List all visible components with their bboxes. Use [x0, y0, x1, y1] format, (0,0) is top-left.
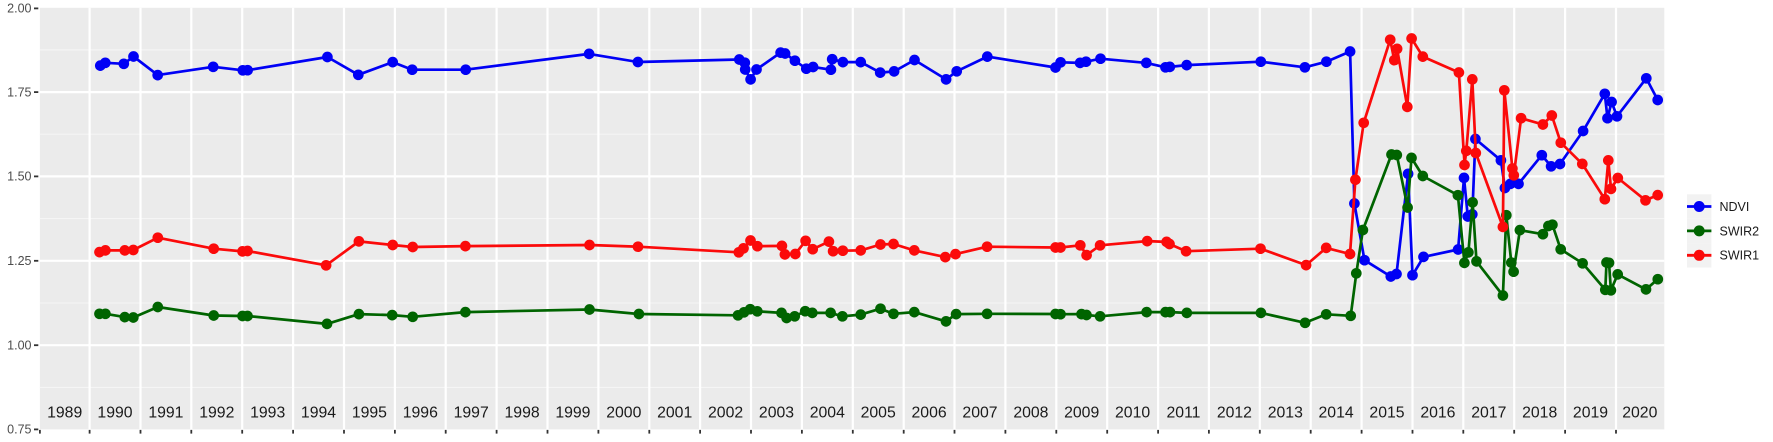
svg-text:2002: 2002	[708, 405, 743, 422]
svg-text:2.00: 2.00	[7, 2, 31, 16]
svg-text:2015: 2015	[1369, 405, 1404, 422]
svg-text:2013: 2013	[1268, 405, 1303, 422]
svg-text:NDVI: NDVI	[1720, 200, 1750, 214]
svg-text:1.75: 1.75	[7, 85, 31, 99]
svg-text:2000: 2000	[606, 405, 641, 422]
svg-text:2010: 2010	[1115, 405, 1150, 422]
svg-text:1993: 1993	[250, 405, 285, 422]
svg-text:SWIR1: SWIR1	[1720, 249, 1760, 263]
svg-text:2006: 2006	[912, 405, 947, 422]
svg-text:2014: 2014	[1319, 405, 1354, 422]
svg-text:1.25: 1.25	[7, 254, 31, 268]
svg-text:1.00: 1.00	[7, 339, 31, 353]
svg-text:2020: 2020	[1622, 405, 1657, 422]
svg-text:0.75: 0.75	[7, 423, 31, 437]
svg-text:2017: 2017	[1471, 405, 1506, 422]
svg-text:1990: 1990	[97, 405, 132, 422]
svg-text:2012: 2012	[1217, 405, 1252, 422]
svg-text:1.50: 1.50	[7, 170, 31, 184]
svg-text:1999: 1999	[555, 405, 590, 422]
svg-text:2001: 2001	[657, 405, 692, 422]
svg-text:1989: 1989	[47, 405, 82, 422]
svg-text:2007: 2007	[962, 405, 997, 422]
svg-text:1994: 1994	[301, 405, 336, 422]
svg-text:1991: 1991	[148, 405, 183, 422]
svg-text:2005: 2005	[861, 405, 896, 422]
svg-text:2004: 2004	[810, 405, 845, 422]
svg-text:1996: 1996	[403, 405, 438, 422]
svg-text:2011: 2011	[1167, 405, 1201, 422]
svg-text:2018: 2018	[1522, 405, 1557, 422]
svg-text:1998: 1998	[505, 405, 540, 422]
svg-text:2008: 2008	[1013, 405, 1048, 422]
svg-text:1992: 1992	[199, 405, 234, 422]
svg-text:2003: 2003	[759, 405, 794, 422]
svg-text:SWIR2: SWIR2	[1720, 224, 1760, 238]
svg-text:2009: 2009	[1064, 405, 1099, 422]
svg-text:2019: 2019	[1573, 405, 1608, 422]
svg-text:1997: 1997	[454, 405, 489, 422]
svg-text:2016: 2016	[1420, 405, 1455, 422]
svg-text:1995: 1995	[352, 405, 387, 422]
